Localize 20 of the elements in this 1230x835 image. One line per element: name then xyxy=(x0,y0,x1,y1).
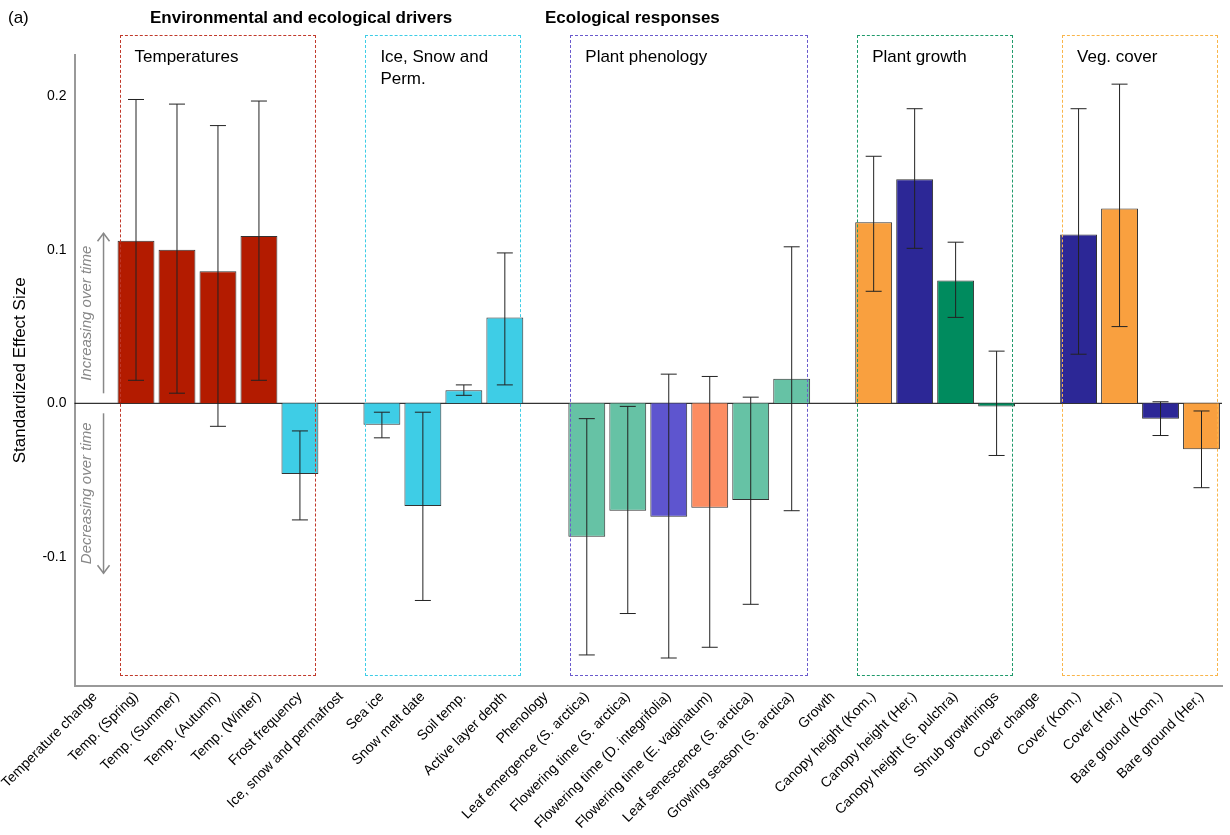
dashed-frame: Plant phenology xyxy=(570,35,809,676)
annotation: Decreasing over time xyxy=(76,422,94,565)
dashed-frame: Ice, Snow and Perm. xyxy=(365,35,522,676)
annotation: Ice, Snow and Perm. xyxy=(380,46,490,90)
annotation: Temperatures xyxy=(134,46,240,68)
dashed-frame: Temperatures xyxy=(119,35,317,676)
annotation: Plant growth xyxy=(872,46,968,68)
text: Environmental and ecological drivers xyxy=(150,8,453,28)
y-axis-title: Standardized Effect Size xyxy=(9,277,29,464)
dashed-frame: Plant growth xyxy=(857,35,1014,676)
dashed-frame: Veg. cover xyxy=(1062,35,1218,676)
y-tick-label: 0.0 xyxy=(47,394,67,411)
annotation: Increasing over time xyxy=(76,245,94,381)
y-tick-label: 0.1 xyxy=(47,240,67,257)
annotation: Plant phenology xyxy=(585,46,709,68)
y-tick-label: 0.2 xyxy=(47,87,67,104)
annotation: Veg. cover xyxy=(1077,46,1159,68)
text: (a) xyxy=(8,8,29,28)
y-tick-label: -0.1 xyxy=(42,547,67,564)
text: Ecological responses xyxy=(545,8,720,28)
